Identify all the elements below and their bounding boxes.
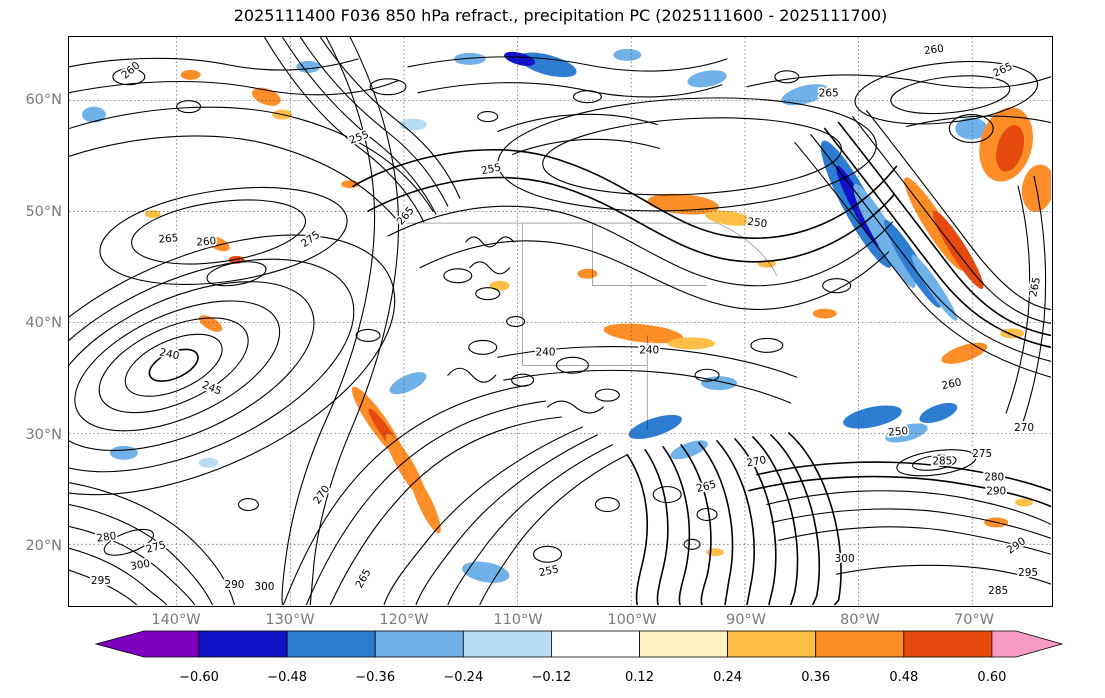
- colorbar-tick-label: −0.60: [179, 670, 219, 685]
- colorbar-under-arrow: [94, 630, 200, 658]
- contour-label: 275: [972, 448, 992, 460]
- x-tick-label: 110°W: [493, 612, 543, 628]
- colorbar-segment: [551, 630, 640, 658]
- contour-lines-layer: [69, 37, 1051, 605]
- y-tick-label: 30°N: [25, 426, 62, 443]
- colorbar-segment: [727, 630, 817, 658]
- colorbar-segment: [462, 630, 552, 658]
- geo-borders-layer: [397, 222, 778, 430]
- contour-label: 265: [819, 88, 839, 100]
- x-tick-label: 80°W: [839, 612, 881, 628]
- contour-label: 260: [923, 43, 944, 58]
- x-tick-label: 70°W: [953, 612, 995, 628]
- contour-label: 240: [639, 344, 659, 356]
- contour-label: 240: [158, 346, 180, 362]
- y-tick-label: 60°N: [25, 92, 62, 108]
- colorbar-segment: [374, 630, 464, 658]
- contour-label: 265: [158, 232, 179, 246]
- contour-label: 255: [480, 161, 502, 177]
- contour-label: 275: [145, 539, 167, 556]
- map-plot-area: 260 265 260 275 255 240 245 265 250 255 240 240 265 2…: [68, 36, 1053, 607]
- y-tick-label: 50°N: [25, 203, 62, 220]
- x-tick-label: 140°W: [151, 612, 201, 628]
- colorbar-segment: [198, 630, 288, 658]
- colorbar-segment: [903, 630, 993, 658]
- colorbar-tick-label: −0.24: [443, 670, 483, 685]
- contour-label: 300: [835, 553, 855, 565]
- contour-label: 295: [91, 575, 111, 587]
- contour-label: 255: [538, 563, 560, 579]
- x-tick-label: 90°W: [725, 612, 767, 628]
- contour-label: 280: [984, 472, 1004, 484]
- colorbar-tick-label: −0.36: [355, 670, 395, 685]
- contour-label: 270: [746, 454, 768, 469]
- plot-title: 2025111400 F036 850 hPa refract., precip…: [233, 6, 888, 25]
- contour-label: 275: [299, 229, 322, 250]
- colorbar: −0.60 −0.48 −0.36 −0.24 −0.12 0.12 0.24 0.36 0.4…: [94, 630, 1064, 685]
- contour-label: 260: [196, 235, 217, 249]
- colorbar-segment: [286, 630, 376, 658]
- contour-label: 285: [988, 585, 1008, 597]
- contour-label: 260: [119, 60, 142, 82]
- contour-label: 250: [888, 425, 909, 439]
- colorbar-over-arrow: [991, 630, 1064, 658]
- contour-label: 290: [986, 486, 1006, 498]
- contour-label: 280: [96, 530, 117, 545]
- contour-label: 265: [695, 478, 717, 495]
- contour-label: 300: [254, 581, 274, 593]
- x-tick-label: 120°W: [379, 612, 429, 628]
- contour-label: 240: [536, 346, 556, 358]
- contour-label: 265: [991, 60, 1014, 79]
- contour-label: 270: [311, 483, 332, 506]
- contour-label: 270: [1014, 422, 1034, 434]
- x-tick-label: 100°W: [607, 612, 657, 628]
- colorbar-tick-label: −0.48: [267, 670, 307, 685]
- contour-label: 255: [348, 129, 371, 147]
- colorbar-segment: [815, 630, 905, 658]
- colorbar-tick-label: 0.24: [713, 670, 742, 685]
- colorbar-tick-label: 0.12: [625, 670, 654, 685]
- contour-label: 290: [225, 579, 245, 591]
- precip-shading-layer: [81, 48, 1051, 583]
- x-tick-label: 130°W: [265, 612, 315, 628]
- y-tick-label: 20°N: [25, 538, 62, 554]
- colorbar-tick-label: 0.60: [977, 670, 1006, 685]
- contour-label: 265: [353, 567, 373, 590]
- colorbar-tick-label: 0.48: [889, 670, 918, 685]
- colorbar-tick-label: −0.12: [531, 670, 571, 685]
- contour-label: 250: [747, 216, 768, 231]
- contour-label: 285: [932, 456, 952, 468]
- contour-label: 290: [1005, 535, 1028, 556]
- colorbar-segment: [639, 630, 728, 658]
- y-tick-label: 40°N: [25, 315, 62, 331]
- contour-label: 260: [941, 376, 963, 392]
- contour-label: 300: [129, 558, 151, 573]
- contour-label: 295: [1018, 567, 1038, 579]
- colorbar-tick-label: 0.36: [801, 670, 830, 685]
